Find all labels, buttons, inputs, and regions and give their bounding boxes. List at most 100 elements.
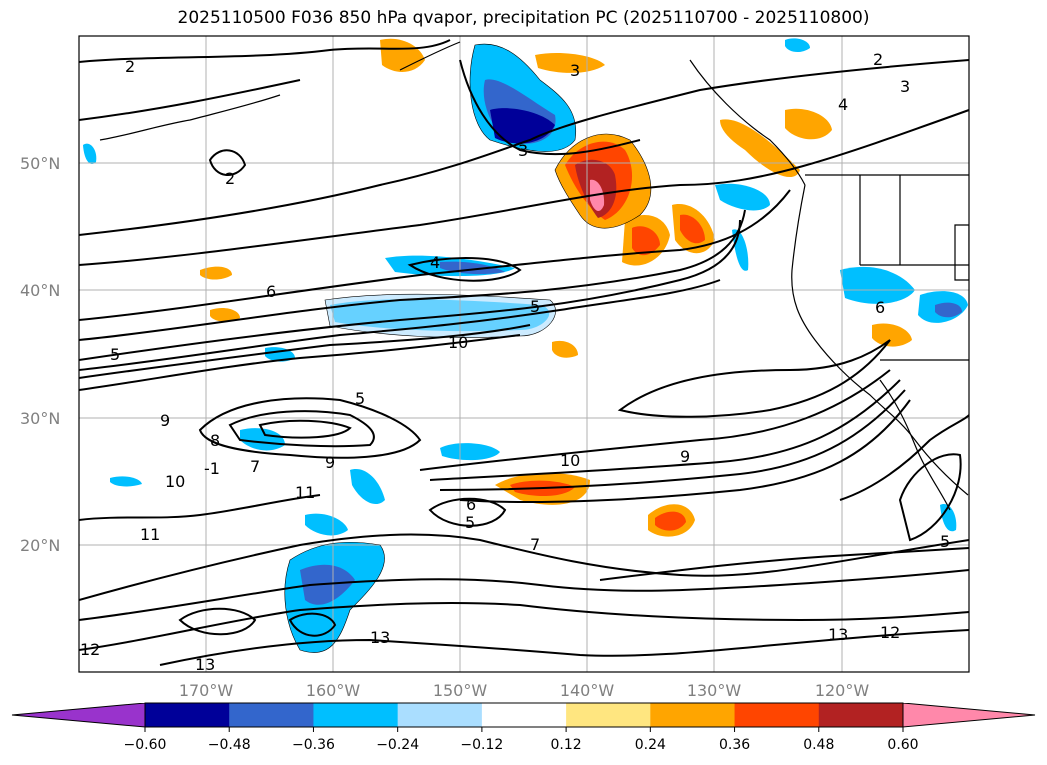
shade-blue-trop2 (305, 513, 348, 536)
colorbar: −0.60 −0.48 −0.36 −0.24 −0.12 0.12 0.24 0.36 0.4… (11, 702, 1036, 753)
contour-label: 5 (355, 389, 365, 408)
contour-label: 5 (110, 345, 120, 364)
colorbar-swatch-under (12, 703, 145, 727)
contour-label: 3 (570, 61, 580, 80)
contour-loop-sub (428, 497, 507, 527)
colorbar-swatch (734, 703, 820, 727)
colorbar-tick-label: 0.12 (551, 737, 582, 753)
lon-label-150w: 150°W (433, 681, 488, 700)
colorbar-swatch (229, 703, 314, 727)
qvapor-contours (79, 39, 969, 666)
contour-11 (79, 494, 321, 521)
contour-label: 10 (560, 451, 580, 470)
shade-orange-top (380, 38, 425, 72)
contour-3 (79, 59, 969, 236)
colorbar-swatch (313, 703, 399, 727)
shade-red-ne (632, 226, 660, 256)
contour-label: 5 (940, 532, 950, 551)
contour-label: 13 (370, 628, 390, 647)
contour-2-loop (208, 149, 247, 176)
shade-orange-small3 (552, 340, 578, 358)
colorbar-tick-label: 0.36 (719, 737, 750, 753)
contour-2-nw (79, 79, 301, 121)
state-borders (859, 175, 969, 281)
shade-orange-small1 (200, 266, 232, 280)
contour-label: 6 (875, 298, 885, 317)
contour-8 (79, 279, 721, 371)
contour-10 (79, 334, 521, 391)
contour-label: 9 (160, 411, 170, 430)
colorbar-tick-label: 0.24 (635, 737, 666, 753)
colorbar-swatch-over (903, 703, 1035, 727)
shade-blue-coast (715, 183, 770, 211)
contour-4 (79, 109, 969, 266)
shade-darkblue-east2 (935, 302, 962, 318)
shade-blue-far-east (940, 504, 957, 532)
contour-3-gulf (459, 59, 641, 156)
contour-label: 2 (873, 50, 883, 69)
contour-7 (79, 219, 741, 361)
shade-blue-ak (83, 143, 97, 165)
colorbar-swatch (481, 703, 567, 727)
contour-5 (79, 189, 791, 321)
map-frame (78, 35, 970, 673)
contour-label: 13 (828, 625, 848, 644)
colorbar-swatch (145, 703, 230, 727)
precip-shading (83, 38, 968, 653)
coast-alaska-south (399, 41, 461, 71)
map-title: 2025110500 F036 850 hPa qvapor, precipit… (177, 8, 870, 28)
colorbar-swatch (818, 703, 904, 727)
coastlines (99, 41, 969, 511)
colorbar-swatch (650, 703, 736, 727)
lon-label-130w: 130°W (687, 681, 742, 700)
contour-trop-1 (79, 533, 969, 601)
contour-4-loop (407, 257, 522, 282)
colorbar-tick-label: −0.36 (292, 737, 335, 753)
outline-mid (554, 133, 652, 229)
precip-outlines (284, 43, 652, 653)
shade-blue-small1 (110, 476, 142, 487)
shade-blue-sub1 (440, 443, 500, 461)
colorbar-tick-label: −0.24 (376, 737, 419, 753)
contour-label: 13 (195, 655, 215, 674)
colorbar-tick-label: −0.48 (208, 737, 251, 753)
shade-blue-nw (785, 38, 810, 53)
shade-red-ne2 (680, 214, 705, 244)
shade-orange-small2 (210, 307, 240, 322)
lat-label-20n: 20°N (20, 536, 60, 555)
contour-label: 11 (295, 483, 315, 502)
contour-label: 11 (140, 525, 160, 544)
contour-label: 5 (465, 513, 475, 532)
contour-label: 2 (125, 57, 135, 76)
contour-label: 4 (838, 95, 848, 114)
contour-label: 7 (250, 457, 260, 476)
lon-label-140w: 140°W (560, 681, 615, 700)
contour-label: 4 (430, 253, 440, 272)
contour-label: 9 (325, 453, 335, 472)
shade-purple-trop (300, 564, 355, 605)
contour-13 (159, 629, 969, 666)
contour-south-coast (839, 414, 969, 501)
colorbar-ticks: −0.60 −0.48 −0.36 −0.24 −0.12 0.12 0.24 0.36 0.4… (124, 727, 919, 753)
contour-label: 9 (680, 447, 690, 466)
grid-lines (79, 36, 969, 672)
contour-label: 10 (165, 472, 185, 491)
contour-label: 6 (466, 495, 476, 514)
outline-40n (324, 293, 556, 338)
contour-label-group: 2 2 2 3 3 3 4 4 5 5 5 5 5 6 6 6 7 7 8 9 … (80, 50, 950, 674)
colorbar-tick-label: 0.48 (803, 737, 834, 753)
shade-red-sub2 (655, 511, 686, 531)
contour-loop-east (898, 453, 962, 542)
contour-trop-3 (599, 547, 969, 581)
contour-2-north (79, 39, 451, 63)
colorbar-swatch (566, 703, 651, 727)
lat-label-30n: 30°N (20, 409, 60, 428)
coast-alaska-peninsula (99, 94, 281, 141)
contour-label: 12 (880, 623, 900, 642)
coast-us-west (791, 184, 969, 496)
outline-trop (284, 541, 385, 653)
contour-trop-2 (79, 569, 969, 621)
contour-label: -1 (204, 459, 220, 478)
contour-label: 5 (530, 297, 540, 316)
